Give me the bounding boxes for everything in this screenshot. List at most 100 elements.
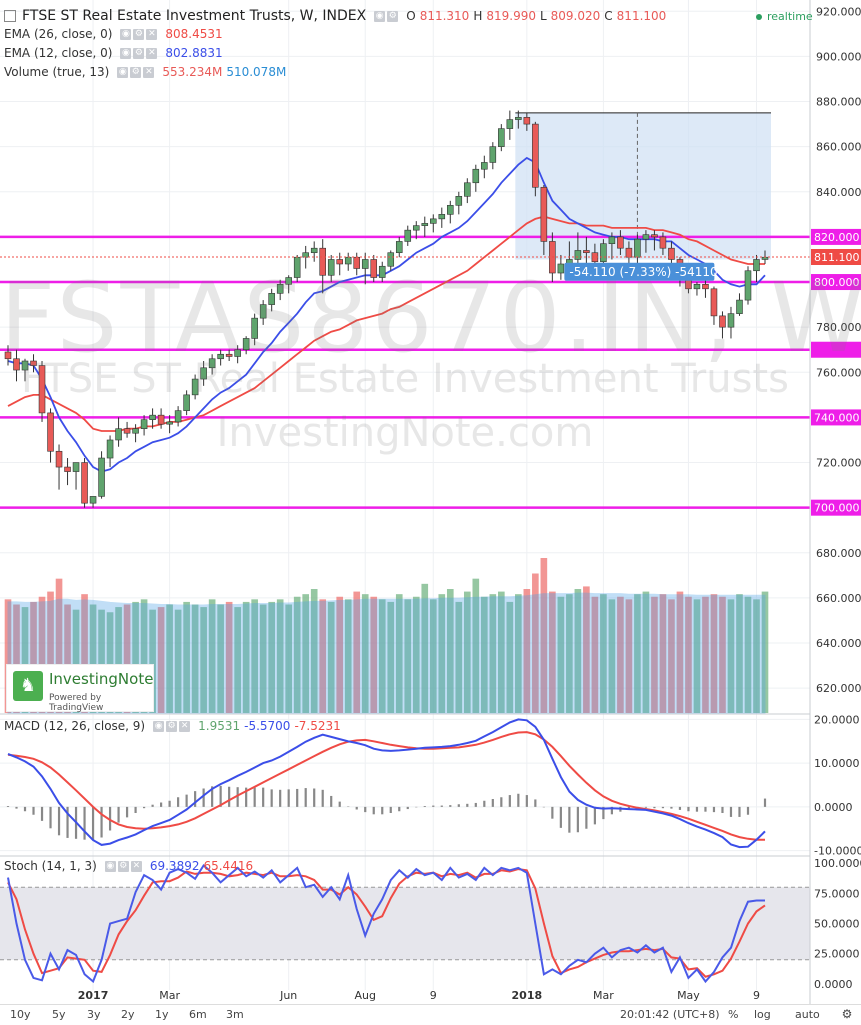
- range-5y[interactable]: 5y: [52, 1008, 66, 1021]
- price-tick-label: 760.000: [816, 366, 861, 379]
- level-tag-bg: [811, 274, 861, 291]
- candle-body: [132, 428, 139, 434]
- last-price-tag: 811.100: [814, 251, 860, 264]
- candle: [166, 415, 173, 434]
- ema12-controls[interactable]: ◉ ⚙ ✕: [120, 47, 158, 59]
- candle: [464, 178, 471, 204]
- candle: [506, 110, 514, 140]
- candle-body: [387, 252, 395, 267]
- candle: [455, 191, 463, 215]
- ohlc-h-value: 819.990: [486, 9, 536, 23]
- volume-bar: [634, 594, 641, 713]
- volume-bar: [268, 601, 275, 713]
- candle-body: [21, 360, 29, 371]
- candle-body: [472, 168, 480, 184]
- volume-bar: [378, 599, 386, 713]
- candle-body: [583, 250, 590, 254]
- volume-bar: [166, 604, 173, 713]
- volume-bar: [736, 594, 743, 713]
- macd-pane: [0, 713, 861, 852]
- volume-bar: [319, 599, 327, 713]
- log-toggle[interactable]: log: [754, 1008, 771, 1021]
- level-tag-label: 800.000: [814, 276, 860, 289]
- candle-body: [293, 256, 301, 278]
- volume-bar: [617, 596, 624, 713]
- candle-body: [353, 256, 361, 269]
- macd-controls[interactable]: ◉ ⚙ ✕: [153, 720, 191, 732]
- candle: [387, 250, 395, 271]
- volume-bar: [21, 607, 29, 713]
- candle-body: [744, 270, 752, 301]
- candle: [200, 361, 207, 386]
- volume-bar: [200, 607, 207, 713]
- level-tag-bg: [811, 409, 861, 426]
- volume-bar: [761, 591, 769, 713]
- volume-bar: [651, 596, 658, 713]
- candle-body: [38, 365, 46, 414]
- volume-bar: [549, 591, 556, 713]
- macd-legend: MACD (12, 26, close, 9) ◉ ⚙ ✕ 1.9531 -5.57…: [4, 719, 341, 733]
- volume-bar: [532, 573, 539, 713]
- legend-controls[interactable]: ◉ ⚙: [374, 10, 399, 22]
- candle: [489, 142, 497, 170]
- range-6m[interactable]: 6m: [189, 1008, 207, 1021]
- macd-line: [7, 718, 766, 849]
- range-2y[interactable]: 2y: [121, 1008, 135, 1021]
- candle: [242, 336, 250, 355]
- candle-body: [600, 243, 607, 263]
- auto-toggle[interactable]: auto: [795, 1008, 820, 1021]
- candle: [404, 225, 412, 246]
- percent-toggle[interactable]: %: [728, 1008, 739, 1021]
- ema26-controls[interactable]: ◉ ⚙ ✕: [120, 28, 158, 40]
- candle-body: [327, 259, 335, 276]
- candle: [532, 121, 539, 197]
- close-icon: ✕: [146, 47, 158, 59]
- candle-body: [89, 496, 97, 504]
- investingnote-logo: ♞ InvestingNote Powered by TradingView: [6, 664, 154, 713]
- candle: [634, 234, 641, 264]
- time-tick-label: 2018: [512, 989, 543, 1002]
- collapse-icon[interactable]: [4, 10, 16, 22]
- candle-body: [523, 117, 531, 125]
- range-3m[interactable]: 3m: [226, 1008, 244, 1021]
- range-1y[interactable]: 1y: [155, 1008, 169, 1021]
- level-tag-label: 820.000: [814, 231, 860, 244]
- volume-bar: [574, 589, 582, 713]
- time-tick-label: Aug: [354, 989, 375, 1002]
- price-tick-label: 840.000: [816, 186, 861, 199]
- candle-body: [727, 313, 735, 328]
- volume-bar: [327, 601, 335, 713]
- volume-bar: [446, 589, 454, 713]
- range-10y[interactable]: 10y: [10, 1008, 31, 1021]
- stoch-legend: Stoch (14, 1, 3) ◉ ⚙ ✕ 69.3892 65.4416: [4, 859, 253, 873]
- stoch-controls[interactable]: ◉ ⚙ ✕: [104, 860, 142, 872]
- price-tick-label: 880.000: [816, 96, 861, 109]
- stoch-k-value: 69.3892: [149, 859, 200, 873]
- price-tick-label: 900.000: [816, 50, 861, 63]
- candle-body: [64, 466, 71, 472]
- macd-signal-value: -7.5231: [294, 719, 341, 733]
- volume-bar: [123, 604, 131, 713]
- volume-bar: [38, 596, 46, 713]
- logo-powered: Powered by TradingView: [49, 693, 104, 713]
- candle: [64, 458, 71, 486]
- volume-bar: [217, 604, 224, 713]
- range-3y[interactable]: 3y: [87, 1008, 101, 1021]
- volume-bar: [64, 604, 71, 713]
- volume-bar: [234, 607, 241, 713]
- eye-icon: ◉: [117, 66, 129, 78]
- candle: [642, 230, 650, 253]
- candle-body: [149, 414, 156, 420]
- stoch-pane: [0, 855, 861, 984]
- candle-body: [447, 205, 454, 215]
- volume-bar: [370, 596, 378, 713]
- volume-controls[interactable]: ◉ ⚙ ✕: [117, 66, 155, 78]
- ema12-label: EMA (12, close, 0): [4, 46, 113, 60]
- chart-canvas[interactable]: -54.110 (-7.33%) -54110 620.000 640.000 66…: [0, 0, 861, 1004]
- volume-bar: [438, 594, 446, 713]
- gear-icon[interactable]: ⚙: [841, 1007, 853, 1021]
- candle: [132, 424, 139, 443]
- candle-body: [753, 259, 760, 272]
- candle: [668, 241, 675, 267]
- candle: [702, 279, 709, 298]
